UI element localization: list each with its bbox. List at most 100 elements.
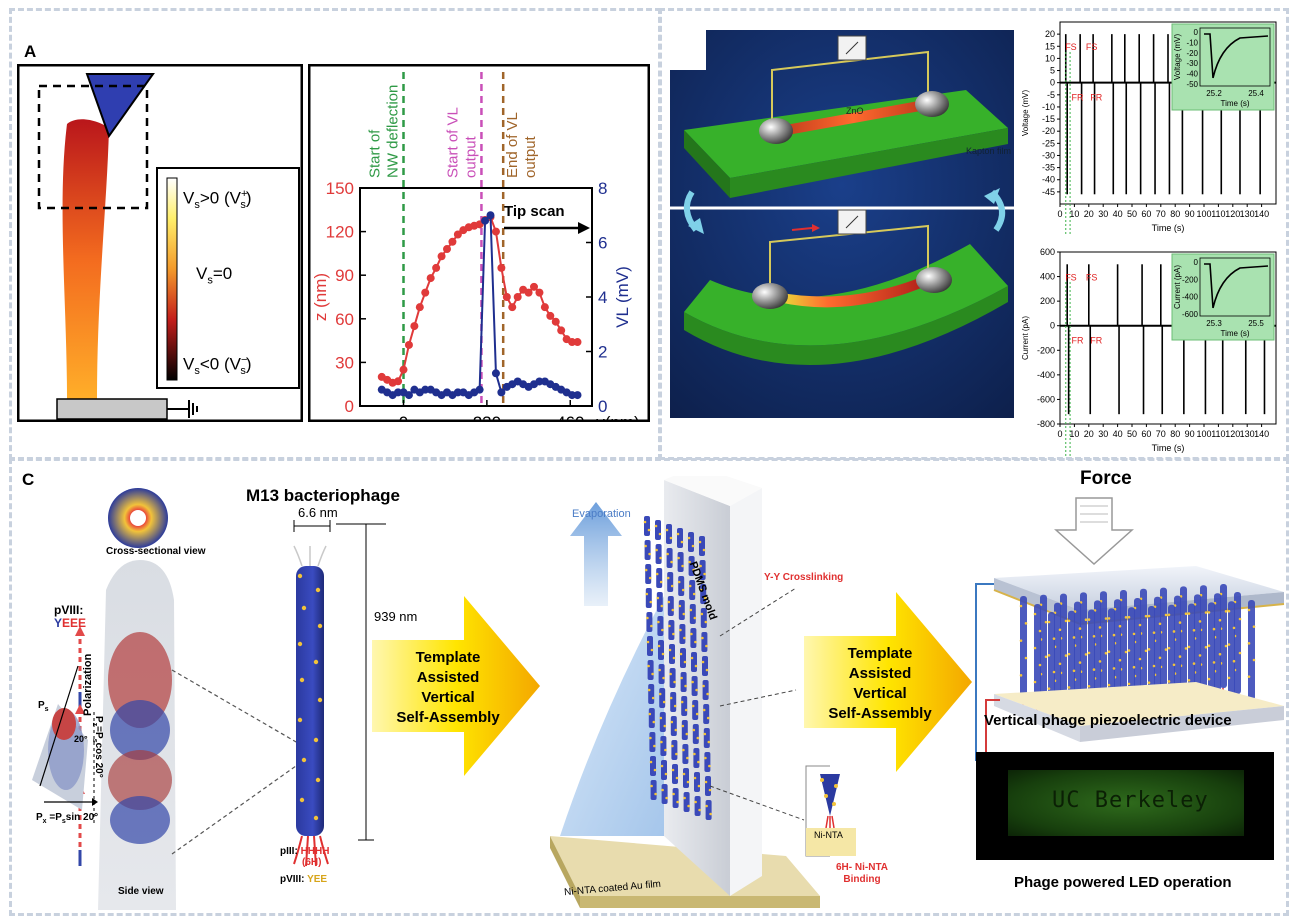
phage-dot xyxy=(694,640,697,644)
phage-rod xyxy=(649,732,656,752)
phage-dot xyxy=(693,752,696,756)
pillar-dot xyxy=(1118,658,1122,662)
x-tick-label: 10 xyxy=(1069,209,1079,219)
inset-frame xyxy=(1199,27,1271,87)
phage-dot xyxy=(677,580,681,584)
y-tick-label: 5 xyxy=(1050,66,1055,76)
pillar-dot xyxy=(1072,636,1076,639)
pillar-dot xyxy=(1127,649,1131,652)
phage-dot xyxy=(670,560,673,564)
lcd-display: UC Berkeley xyxy=(976,752,1274,860)
tip-scan-label: Tip scan xyxy=(504,203,565,220)
pillar-dot xyxy=(1107,650,1111,654)
phage-rod xyxy=(647,660,654,680)
pillar-dot xyxy=(1144,614,1148,618)
x-tick-label: 130 xyxy=(1240,209,1255,219)
inset-background xyxy=(1171,253,1275,341)
pillar-dot xyxy=(1207,677,1211,681)
phage-dot xyxy=(681,564,684,568)
phage-dot xyxy=(646,616,649,620)
device-pillar xyxy=(1068,610,1075,711)
phage-rod xyxy=(682,744,689,764)
phage-rod xyxy=(650,756,656,776)
phage-dot xyxy=(676,800,679,804)
phage-dot xyxy=(643,520,647,524)
z-point xyxy=(497,263,506,272)
device-pillars xyxy=(1019,584,1256,718)
pillar-dot xyxy=(1204,611,1208,614)
phage-dot xyxy=(654,792,657,796)
x-tick-label: 30 xyxy=(1098,429,1108,439)
pillar-dot xyxy=(1247,642,1251,645)
fs-label: FS xyxy=(1086,42,1098,52)
phage-rod xyxy=(672,788,679,808)
phage-dot xyxy=(661,652,665,656)
y-axis-label: Voltage (mV) xyxy=(1021,90,1030,137)
phage-dot xyxy=(678,604,682,608)
pillar-dot xyxy=(1112,633,1116,637)
panel-c-frame xyxy=(9,458,1289,916)
device-pillar xyxy=(1114,599,1121,702)
pillar-dot xyxy=(1044,620,1048,624)
device-pillar xyxy=(1088,609,1095,710)
pillar-dot xyxy=(1098,660,1102,663)
phage-dot xyxy=(651,672,654,676)
x-tick-label: 140 xyxy=(1254,429,1269,439)
phage-dot xyxy=(649,760,653,764)
phage-rod xyxy=(659,712,666,732)
x-tick-label: 110 xyxy=(1211,209,1225,219)
pillar-dot xyxy=(1047,687,1051,690)
legend-neg-label: Vs<0 (V−s) xyxy=(183,354,252,378)
phage-dot xyxy=(672,792,675,796)
annot-start-vl-1: Start of VL xyxy=(444,107,461,178)
phage-dot xyxy=(664,772,668,776)
device-pillar xyxy=(1168,604,1175,705)
pillar-dot xyxy=(1147,648,1151,651)
device-pillar xyxy=(1094,600,1101,703)
angle-label: 20° xyxy=(74,734,88,744)
length-dimension: 939 nm xyxy=(374,609,418,624)
y-tick-label: -10 xyxy=(1042,102,1055,112)
annot-start-vl-2: output xyxy=(462,135,479,178)
phage-rod xyxy=(677,552,684,572)
pillar-dot xyxy=(1072,669,1076,673)
phage-dot xyxy=(688,584,692,588)
pillar-dot xyxy=(1232,659,1236,663)
phage-rod xyxy=(666,548,673,568)
pillar-dot xyxy=(1198,620,1202,623)
y2-tick-label: 0 xyxy=(598,397,607,416)
pillar-dot xyxy=(1167,680,1171,683)
phage-dot xyxy=(683,660,687,664)
phage-rod xyxy=(699,536,705,556)
y-tick-label: -25 xyxy=(1042,138,1055,148)
device-pillar xyxy=(1234,592,1241,694)
y2-tick-label: 4 xyxy=(598,288,607,307)
z-point xyxy=(573,338,582,347)
phage-dot xyxy=(649,600,653,604)
device-pillar xyxy=(1188,603,1195,704)
z-point xyxy=(432,263,441,272)
phage-dot xyxy=(673,704,677,708)
vl-point xyxy=(497,388,506,397)
pillar-dot xyxy=(1067,652,1071,656)
pillar-dot xyxy=(1052,637,1056,640)
cross-section-label: Cross-sectional view xyxy=(106,546,206,557)
phage-rod xyxy=(702,656,708,676)
mold-assembly-illustration xyxy=(550,476,830,908)
phage-dot xyxy=(681,588,685,592)
phage-dot xyxy=(653,768,657,772)
pillar-dot xyxy=(1132,665,1136,669)
phage-dot xyxy=(699,588,703,592)
pillar-dot xyxy=(1104,651,1108,655)
phage-dot xyxy=(647,664,650,668)
annot-end-vl-2: output xyxy=(522,135,539,178)
phage-rod xyxy=(670,716,677,736)
phage-dot xyxy=(687,804,690,808)
phage-dot xyxy=(687,536,691,540)
phage-dot xyxy=(644,568,648,572)
phage-dot xyxy=(675,752,678,756)
phage-dot xyxy=(648,576,652,580)
phage-dot xyxy=(658,692,662,696)
device-pillar xyxy=(1120,590,1127,694)
phage-dot xyxy=(702,684,705,688)
